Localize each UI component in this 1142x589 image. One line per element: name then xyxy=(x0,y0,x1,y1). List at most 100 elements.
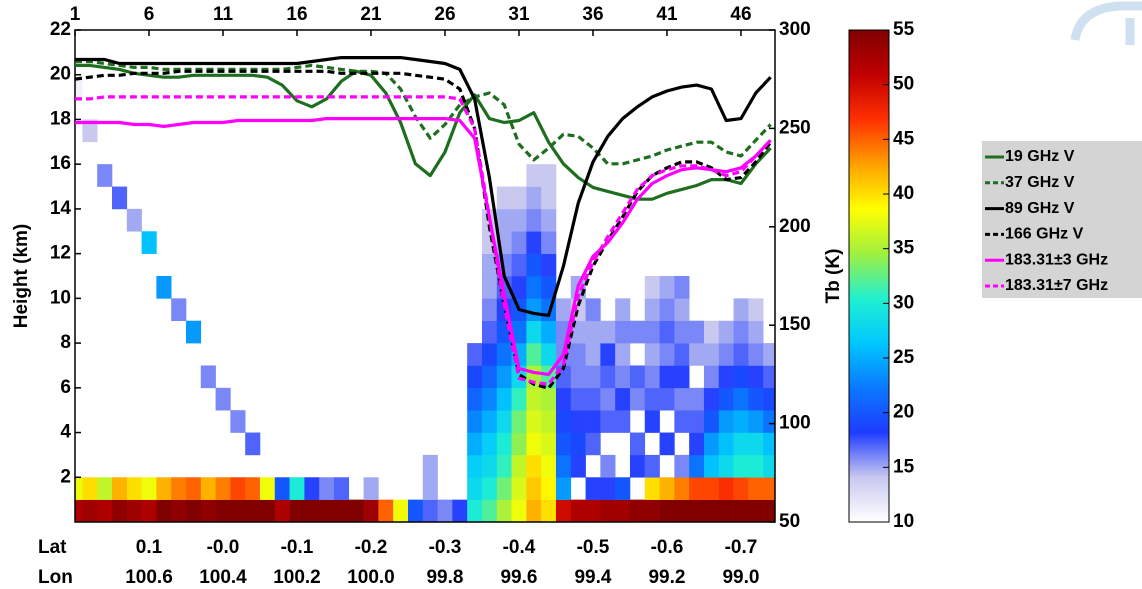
reflectivity-cell xyxy=(733,454,749,478)
reflectivity-cell xyxy=(629,320,646,344)
reflectivity-cell xyxy=(526,276,542,299)
reflectivity-cell xyxy=(644,499,660,522)
reflectivity-cell xyxy=(526,387,542,411)
lat-label: -0.3 xyxy=(429,537,462,558)
reflectivity-cell xyxy=(674,365,690,389)
reflectivity-cell xyxy=(585,432,601,456)
reflectivity-cell xyxy=(422,499,438,522)
reflectivity-cell xyxy=(481,454,498,478)
lon-label: 99.6 xyxy=(500,567,537,588)
x-tick-label: 46 xyxy=(730,4,751,25)
reflectivity-cell xyxy=(644,477,660,500)
reflectivity-cell xyxy=(541,276,557,299)
reflectivity-cell xyxy=(304,499,320,522)
reflectivity-cell xyxy=(733,499,749,522)
reflectivity-cell xyxy=(496,208,512,232)
x-tick-label: 11 xyxy=(213,4,234,25)
reflectivity-cell xyxy=(156,477,172,500)
reflectivity-cell xyxy=(481,365,498,389)
reflectivity-cell xyxy=(511,477,527,500)
reflectivity-cell xyxy=(274,499,290,522)
reflectivity-cell xyxy=(230,410,246,433)
reflectivity-cell xyxy=(422,454,438,478)
legend-label: 166 GHz V xyxy=(1005,226,1084,243)
reflectivity-cell xyxy=(555,432,572,456)
reflectivity-cell xyxy=(703,454,720,478)
reflectivity-cell xyxy=(629,387,646,411)
reflectivity-cell xyxy=(763,387,775,411)
y2-tick-label: 50 xyxy=(779,511,800,532)
reflectivity-cell xyxy=(733,432,749,456)
reflectivity-cell xyxy=(659,343,675,366)
reflectivity-cell xyxy=(600,410,616,433)
reflectivity-cell xyxy=(185,477,202,500)
reflectivity-cell xyxy=(629,454,646,478)
reflectivity-cell xyxy=(541,343,557,366)
reflectivity-cell xyxy=(437,499,453,522)
reflectivity-cell xyxy=(703,432,720,456)
y-tick-label: 12 xyxy=(50,243,71,264)
legend-label: 183.31±3 GHz xyxy=(1005,251,1108,268)
reflectivity-cell xyxy=(541,186,557,210)
reflectivity-cell xyxy=(763,410,775,433)
reflectivity-cell xyxy=(541,320,557,344)
tb-line xyxy=(75,95,772,386)
reflectivity-cell xyxy=(526,410,542,433)
reflectivity-cell xyxy=(748,343,764,366)
reflectivity-cell xyxy=(111,186,128,210)
reflectivity-cell xyxy=(363,477,379,500)
lon-label: 99.8 xyxy=(426,567,463,588)
reflectivity-cell xyxy=(585,387,601,411)
lat-label: -0.6 xyxy=(651,537,684,558)
reflectivity-cell xyxy=(541,164,557,187)
reflectivity-cell xyxy=(541,499,557,522)
y-tick-label: 22 xyxy=(50,19,71,40)
y2-axis-label: Tb (K) xyxy=(823,249,844,304)
reflectivity-cell xyxy=(97,477,113,500)
reflectivity-cell xyxy=(763,477,775,500)
lon-label: 99.4 xyxy=(574,567,611,588)
y-tick-label: 16 xyxy=(50,153,71,174)
reflectivity-cell xyxy=(541,231,557,254)
reflectivity-cell xyxy=(82,119,98,143)
reflectivity-cell xyxy=(481,387,498,411)
reflectivity-cell xyxy=(718,320,734,344)
reflectivity-cell xyxy=(718,365,734,389)
reflectivity-cell xyxy=(526,454,542,478)
reflectivity-cell xyxy=(511,320,527,344)
reflectivity-cell xyxy=(481,276,498,299)
y-tick-label: 4 xyxy=(60,422,71,443)
reflectivity-cell xyxy=(629,432,646,456)
reflectivity-cell xyxy=(600,320,616,344)
reflectivity-cell xyxy=(526,477,542,500)
reflectivity-cell xyxy=(570,410,586,433)
y-axis-label: Height (km) xyxy=(11,224,32,329)
reflectivity-cell xyxy=(674,454,690,478)
lat-label: -0.0 xyxy=(207,537,240,558)
reflectivity-cell xyxy=(526,231,542,254)
y2-tick-label: 100 xyxy=(779,413,811,434)
x-tick-label: 41 xyxy=(656,4,678,25)
reflectivity-cell xyxy=(585,343,601,366)
reflectivity-cell xyxy=(541,477,557,500)
reflectivity-cell xyxy=(481,499,498,522)
reflectivity-cell xyxy=(644,410,660,433)
reflectivity-cell xyxy=(496,499,512,522)
reflectivity-cell xyxy=(615,365,631,389)
reflectivity-cell xyxy=(259,477,276,500)
reflectivity-cell xyxy=(496,343,512,366)
reflectivity-cell xyxy=(689,410,705,433)
reflectivity-cell xyxy=(748,410,764,433)
reflectivity-cell xyxy=(526,186,542,210)
y-tick-label: 8 xyxy=(60,332,71,353)
y2-tick-label: 300 xyxy=(779,19,811,40)
reflectivity-cell xyxy=(511,387,527,411)
reflectivity-cell xyxy=(82,499,98,522)
reflectivity-cell xyxy=(733,298,749,322)
reflectivity-cell xyxy=(718,387,734,411)
reflectivity-cell xyxy=(511,276,527,299)
x-tick-label: 36 xyxy=(582,4,603,25)
reflectivity-cell xyxy=(304,477,320,500)
reflectivity-cell xyxy=(407,499,424,522)
reflectivity-cell xyxy=(659,432,675,456)
